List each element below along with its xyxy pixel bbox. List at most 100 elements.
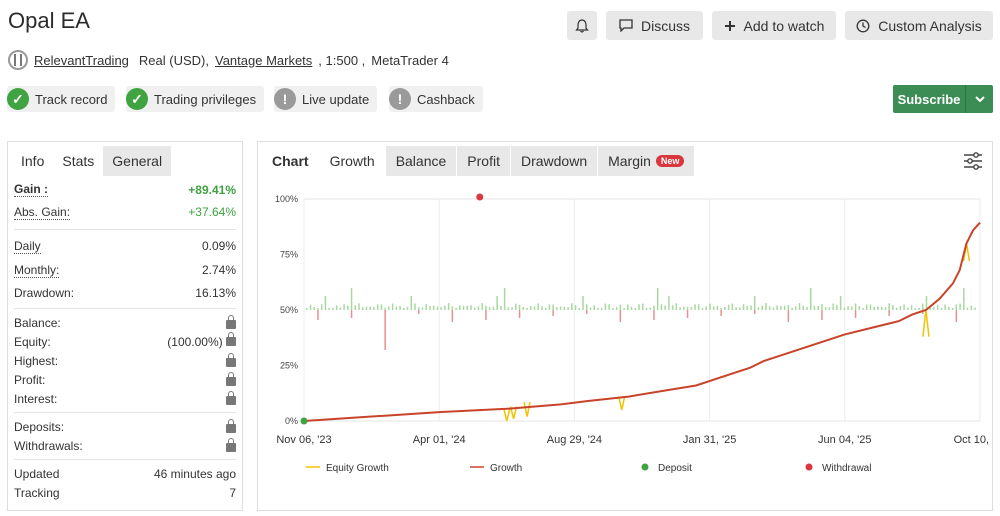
- profit-bar: [768, 306, 771, 310]
- profit-bar: [963, 288, 965, 310]
- leverage: , 1:500 ,: [318, 52, 366, 68]
- owner-link[interactable]: RelevantTrading: [34, 52, 129, 68]
- legend-deposit-swatch: [641, 463, 649, 471]
- loss-bar: [317, 310, 319, 320]
- profit-bar: [320, 304, 323, 310]
- chart-series: [300, 193, 981, 425]
- profit-bar: [496, 296, 498, 310]
- y-tick-label: 50%: [280, 305, 298, 315]
- profit-bar: [686, 306, 689, 310]
- plus-icon: [724, 20, 735, 31]
- loss-bar: [821, 310, 823, 320]
- chart-legend: Equity Growth Growth Deposit Withdrawal: [306, 463, 871, 474]
- drawdown-value: 16.13%: [195, 286, 236, 300]
- tracking-value: 7: [229, 485, 236, 500]
- profit-bar: [783, 305, 786, 310]
- badge-track-record: ✓ Track record: [7, 86, 116, 112]
- loss-bar: [552, 310, 554, 316]
- custom-analysis-button[interactable]: Custom Analysis: [845, 11, 993, 40]
- profit-bar: [332, 307, 334, 310]
- subscribe-button[interactable]: Subscribe: [893, 85, 993, 113]
- daily-value: 0.09%: [201, 239, 236, 253]
- legend-withdrawal-label: Withdrawal: [822, 463, 871, 474]
- x-tick-label: Jun 04, '25: [818, 434, 871, 446]
- profit-bar: [944, 304, 946, 310]
- gain-value: +89.41%: [188, 182, 236, 197]
- profit-bar: [343, 304, 345, 310]
- tab-chart[interactable]: Chart: [262, 146, 319, 176]
- profit-bar: [951, 307, 954, 310]
- add-to-watch-button[interactable]: Add to watch: [712, 11, 836, 40]
- y-tick-label: 0%: [285, 416, 298, 426]
- profit-bar: [436, 306, 439, 310]
- tab-drawdown[interactable]: Drawdown: [510, 146, 598, 176]
- profit-bar: [933, 307, 935, 310]
- profit-bar: [362, 307, 364, 310]
- profit-bar: [959, 303, 961, 310]
- profit-bar: [918, 307, 920, 310]
- badge-label: Live update: [302, 91, 370, 107]
- growth-chart: 0% 25% 50% 75% 100% Nov 06, '23 Apr 01, '24 Au…: [275, 193, 1000, 474]
- profit-bar: [888, 303, 890, 310]
- profit-bar: [907, 307, 909, 310]
- profit-bar: [612, 307, 614, 310]
- chart-panel: Chart Growth Balance Profit Drawdown Mar…: [257, 141, 1000, 511]
- tab-general[interactable]: General: [103, 146, 172, 176]
- tab-stats[interactable]: Stats: [53, 146, 104, 176]
- profit-bar: [922, 303, 924, 310]
- tab-margin[interactable]: Margin New: [598, 146, 695, 176]
- profit-bar: [653, 305, 655, 310]
- broker-link[interactable]: Vantage Markets: [214, 52, 313, 68]
- withdrawals-label: Withdrawals:: [14, 438, 83, 453]
- profit-bar: [615, 307, 618, 310]
- profit-bar: [571, 303, 573, 310]
- profit-bar: [597, 307, 599, 310]
- profit-bar: [384, 307, 386, 310]
- lock-icon: [226, 437, 236, 452]
- profit-bar: [705, 306, 707, 310]
- notifications-button[interactable]: [567, 11, 597, 40]
- y-tick-label: 75%: [280, 250, 298, 260]
- profit-bar: [795, 306, 797, 310]
- chevron-down-icon[interactable]: [965, 85, 993, 113]
- loss-bar: [720, 310, 722, 316]
- profit-bar: [410, 296, 413, 310]
- monthly-value: 2.74%: [201, 263, 236, 277]
- profit-bar: [858, 306, 861, 310]
- lock-icon: [226, 352, 236, 367]
- platform: MetaTrader 4: [371, 52, 449, 68]
- profit-bar: [810, 288, 812, 310]
- exclamation-icon: !: [389, 88, 411, 110]
- loss-bar: [888, 310, 890, 316]
- tab-profit[interactable]: Profit: [457, 146, 510, 176]
- loss-bar: [485, 310, 487, 320]
- stats-panel: Info Stats General Gain : +89.41% Abs. Ga…: [7, 141, 243, 511]
- tab-info[interactable]: Info: [12, 146, 54, 176]
- profit-bar: [403, 307, 405, 310]
- tab-growth[interactable]: Growth: [319, 146, 385, 176]
- equity-dip: [617, 396, 626, 411]
- legend-growth-label: Growth: [490, 463, 522, 474]
- profit-bar: [474, 307, 476, 310]
- profit-bar: [376, 304, 379, 310]
- loss-bar: [418, 310, 420, 314]
- tab-margin-label: Margin: [608, 153, 651, 169]
- profit-bar: [500, 305, 502, 310]
- x-tick-label: Oct 10, '25: [954, 434, 992, 446]
- profit-bar: [444, 305, 446, 310]
- profit-bar: [656, 288, 659, 310]
- chart-settings-button[interactable]: [958, 146, 988, 176]
- profit-bar: [701, 307, 704, 310]
- x-tick-label: Nov 06, '23: [276, 434, 331, 446]
- discuss-button[interactable]: Discuss: [606, 11, 703, 40]
- profit-bar: [537, 303, 539, 310]
- profit-bar: [425, 304, 427, 310]
- profit-bar: [671, 305, 674, 310]
- sliders-icon: [964, 152, 982, 170]
- profit-bar: [824, 307, 827, 310]
- profit-bar: [365, 306, 368, 310]
- profit-bar: [746, 306, 749, 310]
- page-title: Opal EA: [8, 8, 90, 33]
- profit-bar: [787, 305, 790, 310]
- tab-balance[interactable]: Balance: [385, 146, 457, 176]
